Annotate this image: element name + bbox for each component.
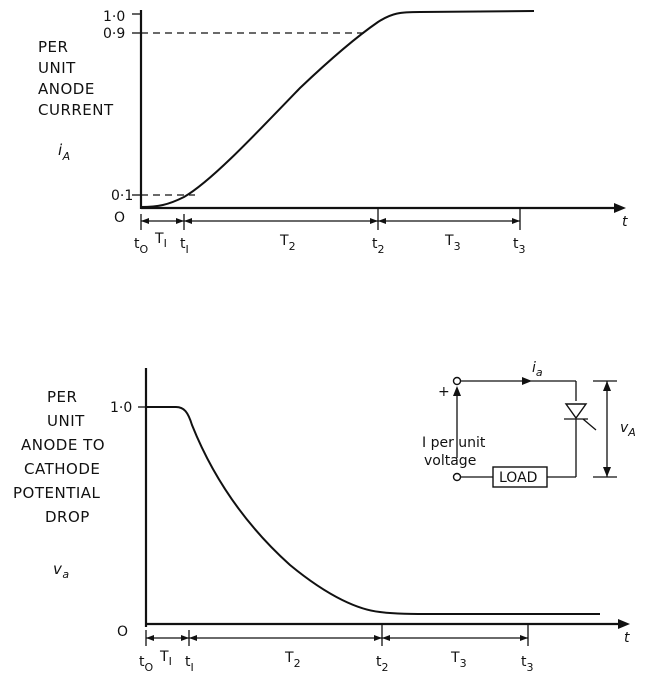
- bottom-ytick-0: O: [117, 624, 128, 640]
- va-arrow-bottom: [603, 467, 611, 477]
- top-ytick-1: 1·0: [103, 9, 125, 25]
- top-arrowhead: [176, 218, 184, 224]
- top-arrowhead: [184, 218, 192, 224]
- bottom-arrowhead: [146, 635, 154, 641]
- top-T2-label: T2: [279, 233, 296, 253]
- top-label-line-3: ANODE: [38, 80, 95, 98]
- bottom-label-line-3: ANODE TO: [21, 436, 105, 454]
- bottom-t2-label: t2: [376, 654, 389, 674]
- thyristor-circuit: + ia LOAD I per unit voltage vA: [422, 360, 636, 488]
- top-ytick-0-9: 0·9: [103, 26, 125, 42]
- top-arrowhead: [512, 218, 520, 224]
- bottom-t3-label: t3: [521, 654, 534, 674]
- top-t-label: t: [622, 214, 628, 230]
- top-T1-label: TI: [154, 231, 167, 250]
- anode-voltage-curve: [146, 406, 600, 615]
- current-label: ia: [532, 360, 543, 379]
- bottom-t1-label: tI: [185, 654, 194, 674]
- bottom-arrowhead: [181, 635, 189, 641]
- top-label-line-1: PER: [38, 38, 68, 56]
- bottom-t0-label: tO: [139, 654, 154, 674]
- bottom-label-line-6: DROP: [45, 508, 90, 526]
- source-voltage-arrow: [453, 386, 461, 396]
- anode-voltage-graph: PER UNIT ANODE TO CATHODE POTENTIAL DROP…: [13, 368, 630, 674]
- top-t1-label: tI: [180, 236, 189, 256]
- bottom-label-line-2: UNIT: [47, 412, 85, 430]
- source-label-line-2: voltage: [424, 453, 476, 469]
- top-label-line-2: UNIT: [38, 59, 76, 77]
- top-t2-label: t2: [372, 236, 385, 256]
- source-label-line-1: I per unit: [422, 435, 486, 451]
- top-T3-label: T3: [444, 233, 461, 253]
- negative-terminal: [452, 472, 462, 482]
- va-label: vA: [620, 420, 636, 439]
- top-label-line-4: CURRENT: [38, 101, 114, 119]
- va-arrow-top: [603, 381, 611, 391]
- load-label: LOAD: [499, 470, 537, 486]
- bottom-x-axis-arrow: [618, 619, 630, 629]
- bottom-arrowhead: [382, 635, 390, 641]
- bottom-arrowhead: [374, 635, 382, 641]
- top-var-symbol: iA: [58, 141, 71, 163]
- top-x-axis-arrow: [614, 203, 626, 213]
- bottom-T1-label: TI: [159, 649, 172, 668]
- thyristor-gate: [582, 418, 597, 431]
- bottom-t-label: t: [624, 630, 630, 646]
- top-arrowhead: [370, 218, 378, 224]
- thyristor-icon: [564, 403, 588, 420]
- bottom-label-line-5: POTENTIAL: [13, 484, 101, 502]
- bottom-label-line-4: CATHODE: [24, 460, 100, 478]
- bottom-arrowhead: [189, 635, 197, 641]
- plus-sign: +: [438, 384, 450, 400]
- bottom-arrowhead: [520, 635, 528, 641]
- top-ytick-0: O: [114, 210, 125, 226]
- current-arrow: [522, 377, 532, 385]
- positive-terminal: [452, 376, 462, 386]
- bottom-T2-label: T2: [284, 650, 301, 670]
- anode-current-graph: PER UNIT ANODE CURRENT iA 1·0 0·9 0·1 O …: [38, 9, 628, 256]
- top-t0-label: tO: [134, 236, 149, 256]
- top-arrowhead: [141, 218, 149, 224]
- top-ytick-0-1: 0·1: [111, 188, 133, 204]
- bottom-ytick-1: 1·0: [110, 400, 132, 416]
- top-arrowhead: [378, 218, 386, 224]
- bottom-label-line-1: PER: [47, 388, 77, 406]
- top-t3-label: t3: [513, 236, 526, 256]
- anode-current-curve: [140, 10, 535, 208]
- bottom-var-symbol: va: [53, 560, 70, 581]
- bottom-T3-label: T3: [450, 650, 467, 670]
